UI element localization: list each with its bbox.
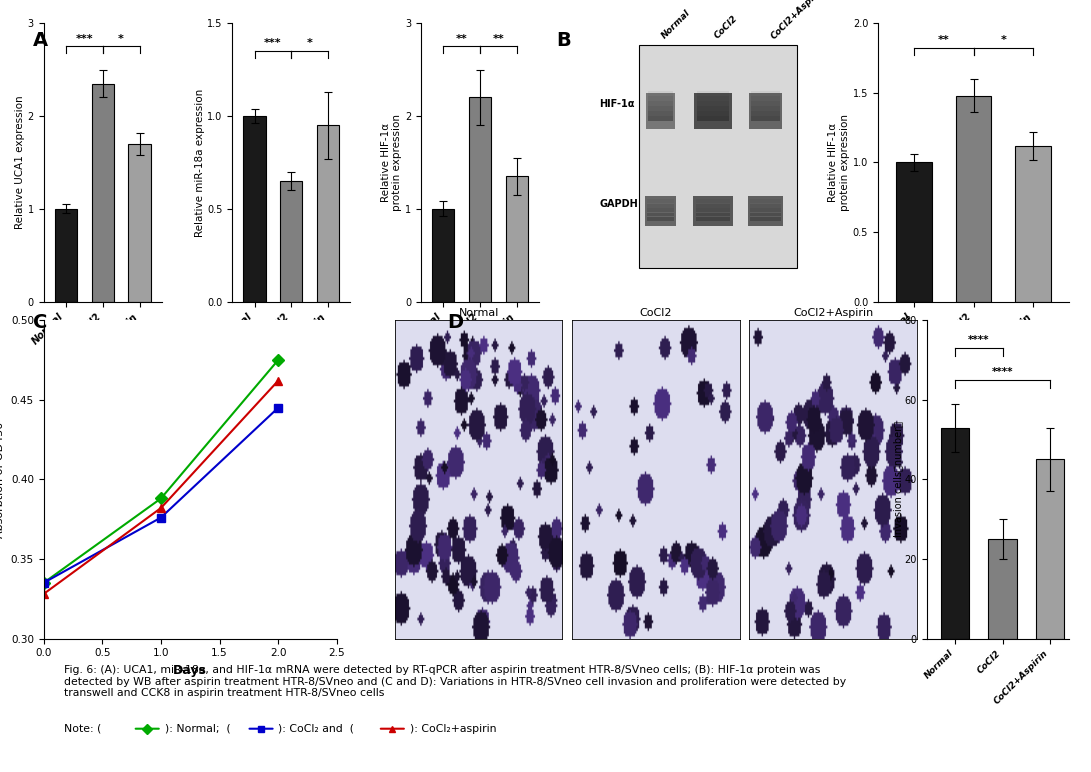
Bar xyxy=(697,101,729,106)
Bar xyxy=(506,176,528,302)
Bar xyxy=(648,101,673,106)
Bar xyxy=(647,217,674,221)
Bar xyxy=(639,46,798,268)
Bar xyxy=(648,111,673,116)
Bar xyxy=(693,196,733,226)
Bar xyxy=(752,107,780,110)
Text: ***: *** xyxy=(75,34,93,43)
Text: HIF-1α: HIF-1α xyxy=(599,99,635,109)
Text: C: C xyxy=(33,313,47,332)
Bar xyxy=(697,91,729,96)
Bar xyxy=(129,144,151,302)
Bar xyxy=(648,107,673,110)
Text: **: ** xyxy=(938,36,949,46)
Bar xyxy=(694,93,732,129)
Text: ****: **** xyxy=(968,335,990,345)
Bar xyxy=(648,91,673,96)
Text: *: * xyxy=(307,39,313,48)
Text: Fig. 6: (A): UCA1, miR-18a, and HIF-1α mRNA were detected by RT-qPCR after aspir: Fig. 6: (A): UCA1, miR-18a, and HIF-1α m… xyxy=(64,665,847,698)
Bar xyxy=(647,204,674,208)
Text: ): CoCl₂+aspirin: ): CoCl₂+aspirin xyxy=(410,723,496,733)
Text: A: A xyxy=(33,31,48,50)
Text: ***: *** xyxy=(264,39,281,48)
Bar xyxy=(648,116,673,120)
Bar xyxy=(697,107,729,110)
Bar xyxy=(896,162,932,302)
Bar xyxy=(747,196,783,226)
Bar xyxy=(752,111,780,116)
Bar xyxy=(697,111,729,116)
Bar xyxy=(696,212,730,216)
Bar xyxy=(752,116,780,120)
Bar xyxy=(432,209,454,302)
Y-axis label: Relative miR-18a expression: Relative miR-18a expression xyxy=(194,88,204,236)
Text: GAPDH: GAPDH xyxy=(599,199,638,209)
Text: CoCl2+Aspirin: CoCl2+Aspirin xyxy=(770,0,827,41)
Bar xyxy=(696,199,730,203)
Bar xyxy=(648,96,673,100)
Bar xyxy=(956,96,992,302)
Bar xyxy=(243,116,265,302)
Text: *: * xyxy=(118,34,124,43)
Bar xyxy=(647,212,674,216)
X-axis label: Days: Days xyxy=(173,664,207,677)
Title: Normal: Normal xyxy=(458,308,499,318)
Bar xyxy=(752,101,780,106)
Bar xyxy=(697,96,729,100)
Y-axis label: Relative UCA1 expression: Relative UCA1 expression xyxy=(15,96,25,229)
Bar xyxy=(940,428,970,638)
Text: B: B xyxy=(556,31,572,50)
Y-axis label: Invasion cells（number）: Invasion cells（number） xyxy=(894,422,903,537)
Bar xyxy=(317,125,339,302)
Text: **: ** xyxy=(456,34,468,43)
Bar xyxy=(988,539,1017,638)
Bar xyxy=(1016,146,1052,302)
Bar xyxy=(647,208,674,212)
Bar xyxy=(55,209,76,302)
Text: **: ** xyxy=(493,34,504,43)
Bar xyxy=(697,116,729,120)
Bar xyxy=(696,204,730,208)
Bar xyxy=(748,93,782,129)
Y-axis label: Relative HIF-1α
protein expression: Relative HIF-1α protein expression xyxy=(381,114,403,211)
Bar xyxy=(280,181,302,302)
Y-axis label: Relative HIF-1α
protein expression: Relative HIF-1α protein expression xyxy=(828,114,850,211)
Text: ): Normal;  (: ): Normal; ( xyxy=(165,723,230,733)
Bar xyxy=(751,199,781,203)
Bar xyxy=(751,204,781,208)
Bar xyxy=(696,208,730,212)
Bar xyxy=(92,83,113,302)
Y-axis label: Absorbtion of OD450: Absorbtion of OD450 xyxy=(0,422,5,537)
Text: ): CoCl₂ and  (: ): CoCl₂ and ( xyxy=(278,723,355,733)
Bar xyxy=(647,199,674,203)
Bar xyxy=(645,196,676,226)
Text: CoCl2: CoCl2 xyxy=(712,14,740,41)
Bar xyxy=(751,217,781,221)
Title: CoCl2: CoCl2 xyxy=(639,308,672,318)
Title: CoCl2+Aspirin: CoCl2+Aspirin xyxy=(793,308,874,318)
Bar xyxy=(751,208,781,212)
Bar xyxy=(751,212,781,216)
Text: ****: **** xyxy=(992,367,1014,377)
Bar xyxy=(469,97,491,302)
Text: Normal: Normal xyxy=(660,8,693,41)
Bar xyxy=(646,93,675,129)
Bar xyxy=(752,96,780,100)
Bar xyxy=(1036,459,1065,638)
Text: *: * xyxy=(1000,36,1006,46)
Text: D: D xyxy=(447,313,464,332)
Bar xyxy=(752,91,780,96)
Text: Note: (: Note: ( xyxy=(64,723,101,733)
Bar xyxy=(696,217,730,221)
